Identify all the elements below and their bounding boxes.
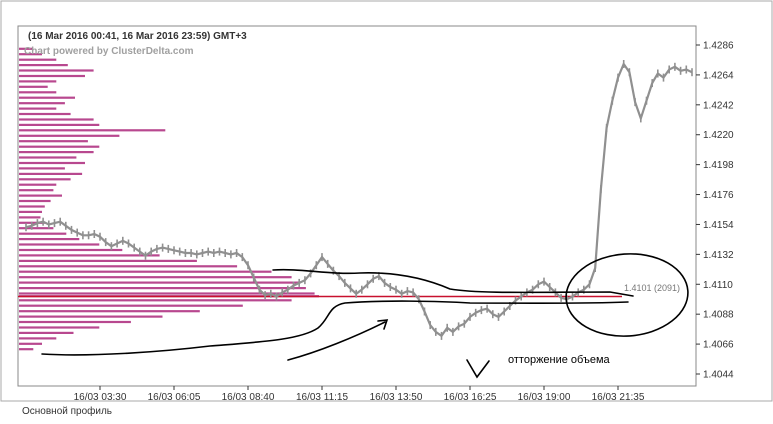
profile-bar: [19, 96, 75, 99]
hand-annotations: [41, 253, 689, 379]
poc-label: 1.4101 (2091): [624, 283, 680, 293]
bottom-tab-main-profile[interactable]: Основной профиль: [16, 405, 118, 419]
x-tick-label: 16/03 21:35: [592, 392, 645, 403]
profile-bar: [19, 118, 94, 121]
profile-bar: [19, 227, 54, 230]
profile-bar: [19, 91, 57, 94]
y-tick-label: 1.4220: [703, 130, 734, 141]
profile-bar: [19, 270, 272, 273]
profile-bar: [19, 161, 85, 165]
profile-bar: [19, 232, 67, 235]
profile-bar: [19, 238, 80, 241]
profile-bar: [19, 112, 71, 116]
profile-bar: [19, 189, 54, 192]
profile-bar: [19, 172, 83, 175]
profile-bar: [19, 107, 57, 110]
profile-bar: [19, 337, 57, 340]
x-tick-label: 16/03 16:25: [444, 392, 497, 403]
profile-bar: [19, 53, 42, 56]
y-tick-label: 1.4264: [703, 70, 734, 81]
profile-bar: [19, 243, 100, 246]
x-tick-label: 16/03 03:30: [74, 392, 127, 403]
profile-bar: [19, 156, 77, 159]
powered-by: Chart powered by ClusterDelta.com: [24, 46, 194, 57]
x-tick-label: 16/03 19:00: [518, 392, 571, 403]
y-tick-label: 1.4198: [703, 160, 734, 171]
profile-bar: [19, 134, 120, 137]
profile-bar: [19, 342, 42, 345]
profile-bar: [19, 123, 100, 126]
profile-bar: [19, 326, 100, 329]
profile-bar: [19, 304, 243, 307]
x-tick-label: 16/03 13:50: [370, 392, 423, 403]
profile-bar: [19, 80, 57, 83]
profile-bar: [19, 58, 57, 61]
profile-bar: [19, 216, 41, 219]
profile-bar: [19, 129, 166, 132]
profile-bar: [19, 167, 65, 170]
profile-bar: [19, 276, 292, 279]
annotation-text: отторжение объема: [508, 354, 611, 366]
v-mark: [466, 359, 490, 379]
profile-bar: [19, 205, 45, 208]
profile-bar: [19, 299, 292, 302]
profile-bar: [19, 47, 34, 50]
profile-bar: [19, 178, 71, 181]
profile-bar: [19, 85, 48, 88]
plot-border: [17, 25, 697, 387]
upper-boundary-curve: [272, 268, 634, 297]
y-tick-label: 1.4044: [703, 370, 734, 381]
y-tick-label: 1.4110: [703, 280, 733, 291]
y-axis: 1.4286 1.4264 1.4242 1.4220 1.4198 1.4176 1.41…: [696, 41, 734, 381]
x-tick-label: 16/03 06:05: [148, 392, 201, 403]
profile-bar: [19, 259, 197, 262]
profile-bar: [19, 151, 94, 154]
profile-bar: [19, 292, 315, 295]
profile-bar: [19, 194, 62, 197]
profile-bar: [19, 310, 200, 313]
price-series-line: [25, 61, 693, 338]
profile-bar: [19, 254, 160, 257]
y-tick-label: 1.4154: [703, 220, 734, 231]
y-tick-label: 1.4088: [703, 310, 734, 321]
x-tick-label: 16/03 08:40: [222, 392, 275, 403]
profile-bar: [19, 331, 74, 334]
y-tick-label: 1.4066: [703, 340, 734, 351]
arrow-stroke: [287, 321, 386, 361]
header-range: (16 Mar 2016 00:41, 16 Mar 2016 23:59) G…: [28, 31, 247, 42]
profile-bar: [19, 315, 163, 318]
profile-bar: [19, 183, 57, 186]
profile-bar: [19, 102, 65, 105]
profile-bar: [19, 348, 34, 351]
profile-bar: [19, 69, 94, 72]
bottom-tab-label: Основной профиль: [22, 406, 113, 417]
profile-bar: [19, 320, 131, 324]
x-tick-label: 16/03 11:15: [296, 392, 349, 403]
chart-frame: [0, 0, 773, 402]
y-tick-label: 1.4242: [703, 100, 734, 111]
profile-bar: [19, 281, 301, 284]
profile-bar: [19, 248, 123, 252]
profile-bar: [19, 210, 42, 213]
profile-bar: [19, 140, 88, 143]
poc-ellipse: [565, 253, 689, 337]
volume-profile: [19, 47, 319, 351]
arrow-head: [377, 319, 389, 330]
y-tick-label: 1.4132: [703, 250, 734, 261]
lower-boundary-curve: [41, 300, 629, 356]
x-axis: 16/03 03:30 16/03 06:05 16/03 08:40 16/03 1…: [74, 386, 645, 403]
y-tick-label: 1.4176: [703, 190, 734, 201]
price-line: [25, 60, 693, 340]
profile-bar: [19, 265, 238, 268]
profile-bar: [19, 145, 100, 148]
profile-bar: [19, 74, 85, 78]
profile-bar: [19, 64, 68, 67]
y-tick-label: 1.4286: [703, 41, 734, 52]
profile-bar: [19, 287, 306, 290]
profile-bar: [19, 199, 51, 203]
